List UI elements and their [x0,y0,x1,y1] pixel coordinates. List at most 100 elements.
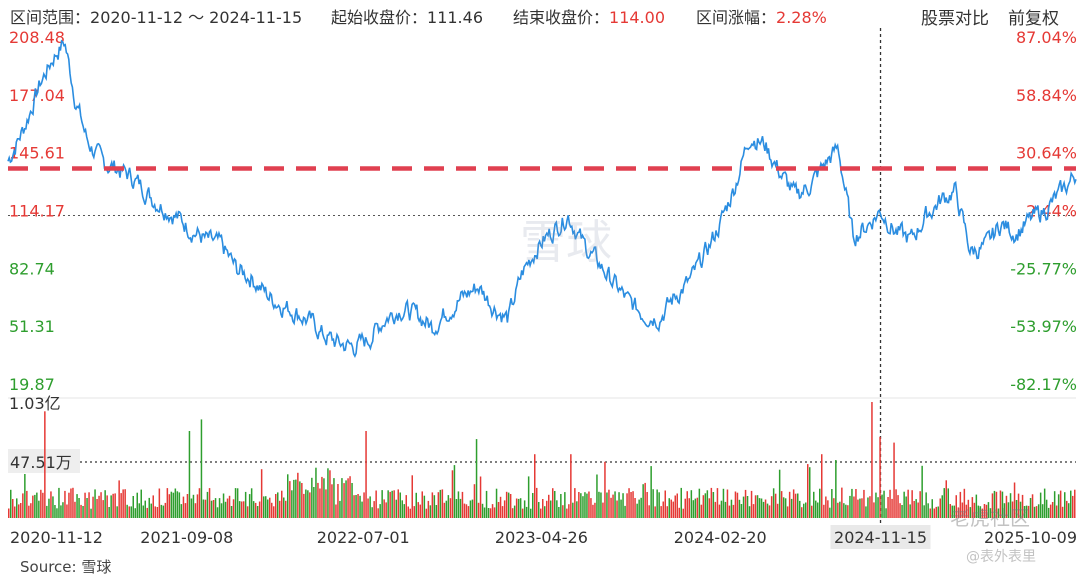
compare-button[interactable]: 股票对比 [921,9,989,29]
volume-bar [156,507,159,518]
volume-bar [411,475,413,518]
volume-bar [552,488,554,518]
volume-bar [983,504,986,518]
volume-bar [1023,506,1026,518]
volume-bar [881,494,883,518]
volume-bar [289,481,291,518]
volume-bar [815,500,817,518]
volume-bar [222,493,225,518]
volume-bar [1021,494,1024,518]
volume-bar [154,506,156,518]
volume-bar [883,490,885,518]
volume-bar [925,492,927,518]
volume-bar [678,507,680,518]
y-tick-left: 82.74 [9,259,55,278]
volume-bar [1039,492,1042,518]
volume-bar [805,502,807,518]
volume-bar [246,506,249,518]
volume-bar [780,491,783,518]
volume-bar [52,496,54,518]
volume-bar [774,493,777,518]
y-tick-left: 208.48 [9,28,65,47]
volume-bar [1005,495,1008,518]
volume-bar [407,506,409,518]
volume-bar [122,489,124,518]
volume-bar [698,488,701,518]
volume-bar [46,505,48,518]
volume-bar [379,504,381,518]
volume-bar [228,495,231,518]
volume-bar [827,500,829,518]
volume-bar [144,500,146,518]
y-tick-right: 30.64% [1016,144,1077,163]
volume-bar [84,492,86,518]
chart-header-end: 结束收盘价：114.00 [513,4,665,28]
volume-bar [242,501,245,518]
volume-bar [694,498,697,518]
volume-bar [762,501,765,518]
volume-bar [114,493,116,518]
volume-bar [863,489,865,518]
volume-bar [1017,493,1020,518]
volume-bar [351,483,353,518]
volume-bar [367,498,369,518]
volume-bar [100,492,102,518]
volume-bar [606,492,608,518]
volume-bar [708,498,711,518]
volume-bar [212,500,215,518]
volume-bar [680,487,682,518]
volume-bar [353,495,355,518]
volume-bar [487,508,490,518]
volume-bar [616,500,618,518]
start-price-label: 起始收盘价： [331,8,428,27]
volume-bar [58,487,60,518]
volume-bar [419,504,421,518]
volume-bar [513,505,516,518]
volume-bar [540,508,542,518]
volume-bar [768,505,771,518]
volume-bar [885,508,887,518]
volume-bar [1047,507,1050,518]
volume-bar [1053,491,1056,518]
volume-bar [861,498,863,518]
volume-bar [365,431,367,518]
volume-bar [1013,482,1016,518]
volume-bar [337,484,339,518]
adjust-button[interactable]: 前复权 [1008,9,1059,29]
volume-bar [375,490,377,518]
volume-bar [736,492,739,518]
volume-bar [190,498,193,518]
volume-bar [361,501,363,518]
volume-bar [319,488,321,518]
volume-bar [676,493,678,518]
volume-bar [206,491,209,518]
volume-bar [955,495,957,518]
volume-bar [467,506,470,518]
volume-bar [443,502,446,518]
volume-bar [965,504,968,518]
volume-bar [168,494,171,518]
volume-bar [134,508,136,518]
volume-bar [656,489,658,518]
volume-bar [831,489,833,518]
volume-bar [778,469,781,518]
volume-bar [230,506,233,518]
volume-bar [809,467,811,518]
volume-bar [841,487,843,518]
volume-bar [200,419,203,518]
volume-bar [923,505,925,518]
volume-bar [162,505,165,518]
volume-bar [22,493,24,518]
volume-bar [662,501,664,518]
volume-bar [166,488,169,518]
volume-bar [36,492,38,518]
volume-bar [429,505,432,518]
volume-bar [989,508,992,518]
volume-bar [335,504,337,518]
volume-bar [652,489,654,518]
volume-bar [176,491,179,518]
volume-bar [887,497,889,518]
volume-bar [78,498,80,518]
volume-bar [355,495,357,518]
volume-bar [967,499,970,518]
